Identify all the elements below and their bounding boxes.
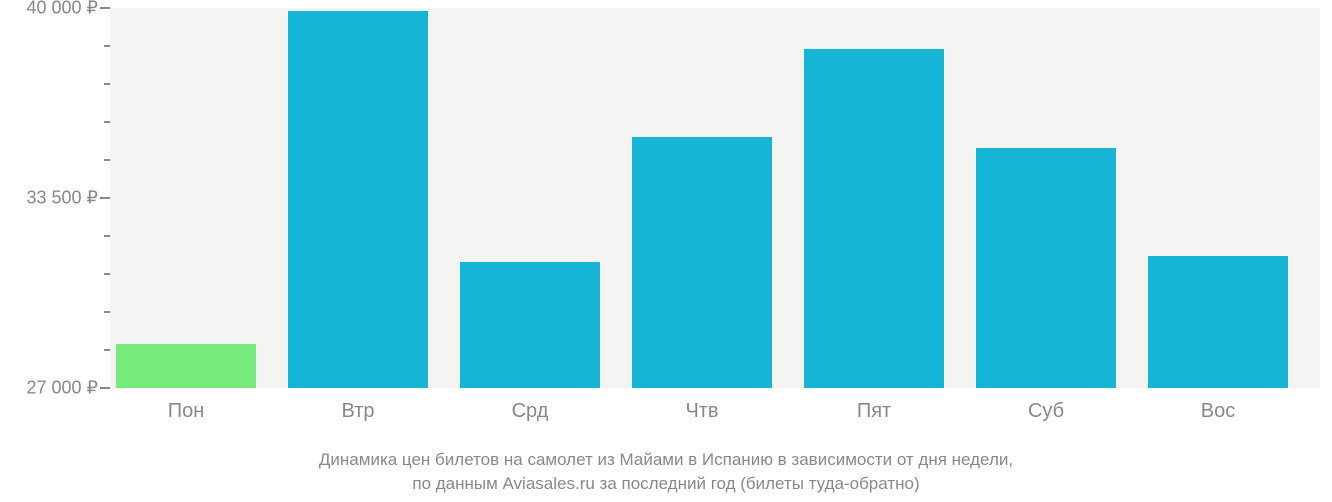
- x-axis-label: Суб: [1028, 400, 1064, 423]
- bar-втр: [288, 11, 428, 388]
- x-axis-label: Чтв: [685, 400, 718, 423]
- y-axis-label: 27 000 ₽: [26, 378, 98, 399]
- bar-чтв: [632, 137, 772, 388]
- bar-вос: [1148, 256, 1288, 388]
- x-axis: Пон Втр Срд Чтв Пят Суб Вос: [110, 388, 1320, 428]
- x-axis-label: Втр: [342, 400, 375, 423]
- x-axis-label: Срд: [512, 400, 549, 423]
- x-axis-label: Вос: [1201, 400, 1235, 423]
- chart-caption-line1: Динамика цен билетов на самолет из Майам…: [0, 448, 1332, 472]
- bar-срд: [460, 262, 600, 388]
- y-axis-label: 40 000 ₽: [26, 0, 98, 19]
- price-by-weekday-chart: 40 000 ₽33 500 ₽27 000 ₽ ПонВтрСрдЧтвПят…: [0, 0, 1332, 502]
- x-axis-label: Пят: [857, 400, 891, 423]
- chart-caption-line2: по данным Aviasales.ru за последний год …: [0, 472, 1332, 496]
- y-axis: 40 000 ₽33 500 ₽27 000 ₽: [0, 8, 110, 388]
- y-axis-tick: [100, 7, 110, 9]
- bar-пят: [804, 49, 944, 388]
- bar-пон: [116, 344, 256, 388]
- x-axis-label: Пон: [168, 400, 205, 423]
- y-axis-label: 33 500 ₽: [26, 188, 98, 209]
- bars-layer: [110, 8, 1320, 388]
- bar-суб: [976, 148, 1116, 388]
- y-axis-tick: [100, 197, 110, 199]
- y-axis-tick: [100, 387, 110, 389]
